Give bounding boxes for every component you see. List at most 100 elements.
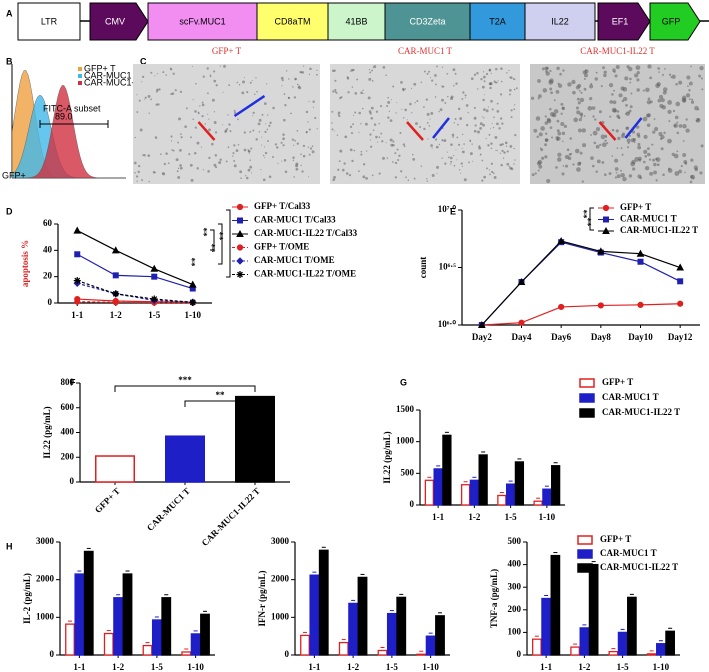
cell: [284, 104, 287, 107]
cell: [672, 109, 676, 113]
cell: [487, 144, 490, 147]
cell: [297, 86, 300, 89]
cell: [434, 74, 437, 77]
cell: [446, 151, 448, 153]
cell: [196, 167, 199, 170]
cell: [174, 89, 177, 92]
cell: [591, 106, 596, 110]
cell: [312, 100, 315, 103]
cell: [213, 70, 216, 73]
cell: [498, 127, 501, 130]
cell: [352, 123, 354, 126]
cell: [556, 119, 560, 123]
cell: [394, 161, 398, 165]
cell: [595, 127, 601, 132]
cell: [499, 152, 501, 154]
marker: [517, 277, 526, 285]
cell: [553, 109, 559, 114]
cell: [608, 83, 614, 88]
cell: [233, 164, 237, 168]
legend-swatch: [579, 378, 595, 388]
cell: [557, 131, 562, 136]
bar: [235, 395, 275, 483]
bar: [514, 461, 525, 506]
cell: [625, 103, 628, 107]
y-tick-label: 500: [508, 536, 522, 546]
cell: [344, 135, 348, 139]
cell: [595, 144, 600, 149]
cell: [473, 116, 477, 120]
cell: [136, 94, 138, 96]
cell: [291, 138, 295, 141]
legend-label: GFP+ T: [620, 202, 651, 212]
cell: [390, 143, 394, 147]
cell: [535, 116, 541, 121]
marker: [637, 301, 644, 308]
cell: [479, 122, 483, 126]
cell: [577, 162, 581, 166]
cell: [486, 167, 488, 170]
cell: [492, 126, 495, 129]
series-line: [481, 240, 681, 326]
cell: [567, 156, 572, 161]
cell: [250, 147, 253, 150]
marker: [112, 290, 120, 298]
cell: [334, 79, 337, 82]
cell: [620, 169, 622, 172]
cell: [192, 65, 194, 67]
cell: [568, 153, 572, 156]
cell: [637, 134, 641, 138]
cell: [690, 65, 692, 68]
cell: [197, 111, 200, 113]
cell: [481, 116, 483, 118]
cell: [395, 112, 397, 114]
cell: [171, 92, 175, 95]
cell: [495, 81, 498, 84]
y-tick-label: 200: [508, 604, 522, 614]
bar: [65, 623, 75, 656]
cell: [628, 134, 631, 137]
x-tick-label: Day2: [472, 332, 492, 342]
cell: [541, 67, 545, 71]
cell: [370, 145, 373, 148]
cell: [662, 73, 665, 76]
cell: [208, 118, 210, 120]
cell: [333, 175, 336, 179]
bracket: [114, 385, 256, 392]
cell: [412, 153, 414, 156]
cell: [501, 122, 504, 125]
cell: [622, 176, 627, 182]
cell: [668, 73, 672, 76]
cell: [576, 110, 581, 115]
y-tick-label: 1000: [271, 611, 290, 621]
cell: [689, 180, 693, 184]
cell: [577, 128, 582, 133]
cell: [576, 167, 581, 172]
cell: [165, 152, 168, 155]
cell: [208, 128, 211, 132]
cell: [308, 176, 310, 178]
cell: [684, 171, 686, 174]
marker: [188, 280, 197, 288]
cell: [438, 143, 441, 146]
cell: [213, 121, 217, 124]
bar: [617, 631, 628, 656]
panel-label: D: [6, 206, 13, 216]
y-tick-label: 20: [43, 271, 53, 281]
cell: [209, 74, 212, 77]
cell: [296, 142, 300, 145]
cell: [349, 125, 353, 128]
cell: [497, 80, 499, 82]
cell: [513, 147, 515, 150]
cell: [602, 66, 605, 70]
bar: [656, 643, 666, 656]
cell: [612, 108, 617, 113]
marker: [677, 300, 684, 307]
series-line: [77, 301, 193, 304]
cell: [331, 110, 334, 113]
cell: [658, 71, 660, 73]
cell: [592, 130, 598, 136]
cell: [537, 159, 543, 165]
marker: [557, 237, 566, 245]
legend-marker: [237, 217, 243, 224]
